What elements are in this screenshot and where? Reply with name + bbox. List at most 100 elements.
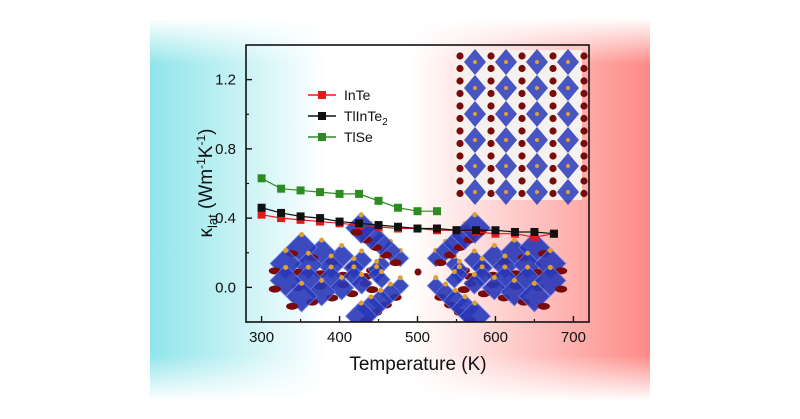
atom-shape	[518, 177, 526, 185]
series-tlinte2	[257, 203, 558, 238]
atom-shape	[580, 52, 588, 60]
data-point	[452, 226, 461, 235]
atom-shape	[487, 164, 495, 173]
atom-shape	[580, 114, 588, 123]
atom-shape	[358, 300, 364, 306]
atom-shape	[518, 189, 526, 198]
atom-shape	[339, 243, 345, 249]
atom-shape	[479, 256, 485, 262]
data-point	[296, 212, 305, 221]
data-point	[549, 229, 558, 238]
atom-shape	[535, 138, 539, 142]
x-axis-label: Temperature (K)	[349, 354, 486, 375]
atom-shape	[580, 164, 588, 173]
data-point	[530, 233, 539, 242]
atom-shape	[359, 248, 365, 254]
atom-shape	[339, 274, 345, 280]
atom-shape	[457, 286, 470, 294]
octahedron-shape	[345, 299, 378, 322]
atom-shape	[549, 52, 557, 60]
atom-shape	[456, 64, 464, 73]
atom-shape	[479, 264, 485, 270]
atom-shape	[518, 77, 526, 85]
atom-shape	[535, 60, 539, 64]
atom-shape	[305, 250, 311, 256]
data-point	[316, 188, 325, 197]
atom-shape	[378, 287, 384, 293]
atom-shape	[504, 138, 508, 142]
y-axis: 0.0 0.4 0.8 1.2	[215, 72, 252, 323]
atom-shape	[473, 60, 477, 64]
data-point	[335, 217, 344, 226]
data-point	[432, 207, 441, 216]
legend-marker-tlse	[318, 133, 326, 141]
data-point	[491, 226, 500, 235]
atom-shape	[504, 190, 508, 194]
atom-shape	[491, 243, 497, 249]
atom-shape	[555, 285, 568, 293]
data-point	[355, 219, 364, 228]
legend-label-tlse: TlSe	[344, 129, 373, 145]
series-line	[261, 177, 437, 212]
data-point	[510, 227, 519, 236]
series-line	[261, 207, 554, 235]
atom-shape	[487, 89, 495, 98]
atom-shape	[351, 256, 357, 262]
octahedron-shape	[481, 275, 507, 301]
atom-shape	[580, 152, 588, 160]
atom-shape	[487, 52, 495, 60]
atom-shape	[549, 127, 557, 135]
y-tick-label: 0.4	[215, 210, 236, 227]
atom-shape	[518, 139, 526, 148]
atom-shape	[374, 258, 380, 264]
legend-marker-inte	[318, 91, 326, 99]
atom-shape	[473, 138, 477, 142]
atom-shape	[462, 294, 468, 300]
atom-shape	[518, 114, 526, 123]
atom-shape	[397, 275, 403, 281]
atom-shape	[566, 164, 570, 168]
legend: InTe TlInTe2 TlSe	[308, 87, 388, 145]
atom-shape	[566, 60, 570, 64]
atom-shape	[549, 177, 557, 185]
atom-shape	[491, 274, 497, 280]
atom-shape	[319, 277, 325, 283]
legend-item-tlse: TlSe	[308, 129, 373, 145]
atom-shape	[549, 114, 557, 123]
atom-shape	[359, 272, 365, 278]
atom-shape	[472, 212, 478, 218]
atom-shape	[504, 86, 508, 90]
atom-shape	[518, 64, 526, 73]
atom-shape	[580, 127, 588, 135]
atom-shape	[487, 77, 495, 85]
atom-shape	[472, 300, 478, 306]
atom-shape	[504, 164, 508, 168]
atom-shape	[549, 152, 557, 160]
atom-shape	[456, 258, 462, 264]
data-point	[413, 224, 422, 233]
x-tick-label: 500	[405, 329, 430, 346]
data-point	[471, 226, 480, 235]
x-tick-label: 600	[483, 329, 508, 346]
atom-shape	[549, 102, 557, 110]
atom-shape	[487, 127, 495, 135]
data-point	[374, 221, 383, 230]
series-layer	[257, 174, 558, 242]
y-tick-label: 1.2	[215, 72, 236, 89]
atom-shape	[305, 264, 311, 270]
atom-shape	[350, 228, 363, 236]
atom-shape	[487, 64, 495, 73]
data-point	[335, 189, 344, 198]
atom-shape	[456, 139, 464, 148]
data-point	[257, 203, 266, 212]
data-point	[316, 214, 325, 223]
atom-shape	[473, 112, 477, 116]
atom-shape	[443, 281, 449, 287]
atom-shape	[471, 248, 477, 254]
atom-shape	[504, 60, 508, 64]
series-tlse	[257, 174, 441, 216]
atom-shape	[456, 52, 464, 60]
atom-shape	[473, 86, 477, 90]
x-tick-label: 700	[561, 329, 586, 346]
